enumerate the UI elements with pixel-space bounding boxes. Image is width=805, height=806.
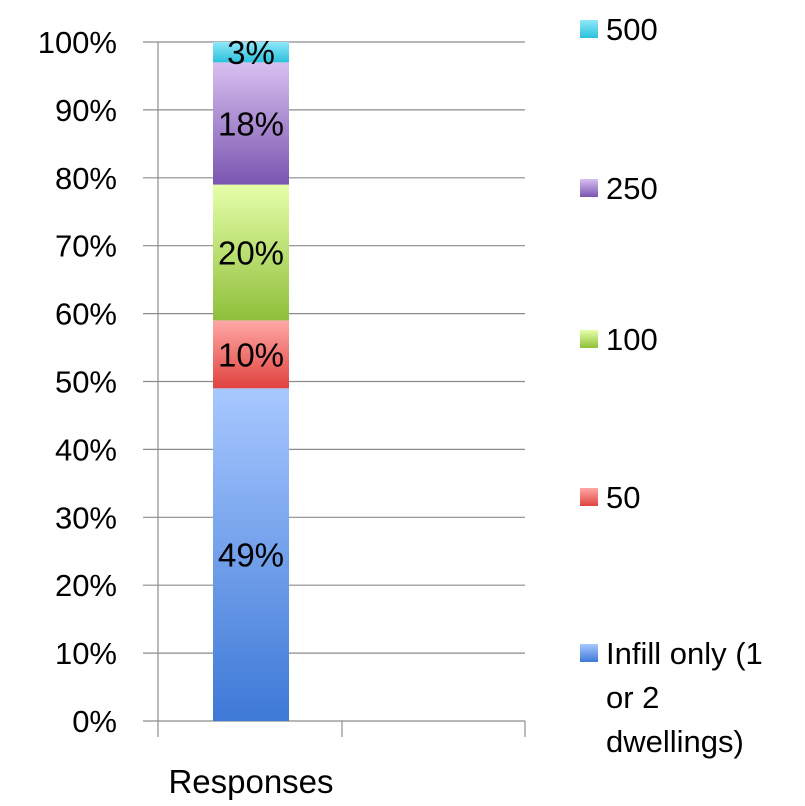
legend-item: 50: [580, 480, 640, 515]
bar-segment-250: [213, 62, 289, 185]
y-tick-label: 20%: [55, 568, 117, 603]
legend-label: 250: [606, 171, 658, 206]
bar-segment-50: [213, 320, 289, 389]
legend-swatch: [580, 179, 598, 197]
legend-label: or 2: [606, 680, 659, 715]
legend-item: Infill only (1 or 2 dwellings): [580, 636, 763, 759]
y-tick-label: 40%: [55, 432, 117, 467]
bar-segment-infill: [213, 388, 289, 721]
data-label: 18%: [218, 105, 284, 142]
y-tick-label: 10%: [55, 636, 117, 671]
y-axis-tick-labels: 0% 10% 20% 30% 40% 50% 60% 70% 80% 90% 100%: [38, 25, 117, 739]
data-labels: 49% 10% 20% 18% 3%: [218, 34, 284, 573]
bar-stack: [213, 42, 289, 721]
axes: [143, 42, 526, 737]
legend-swatch: [580, 330, 598, 348]
legend-label: 500: [606, 12, 658, 47]
y-tick-label: 30%: [55, 500, 117, 535]
bar-segment-500: [213, 42, 289, 63]
legend-item: 250: [580, 171, 658, 206]
y-tick-label: 100%: [38, 25, 117, 60]
legend: 500 250 100 50 Infill only (1 or 2 dwellings): [580, 12, 763, 759]
y-tick-label: 50%: [55, 365, 117, 400]
x-axis-category-labels: Responses: [168, 763, 333, 800]
y-tick-label: 60%: [55, 297, 117, 332]
x-category-label: Responses: [168, 763, 333, 800]
legend-label: 100: [606, 322, 658, 357]
y-tick-label: 0%: [72, 704, 117, 739]
legend-swatch: [580, 20, 598, 38]
legend-label: Infill only (1: [606, 636, 763, 671]
y-tick-label: 70%: [55, 229, 117, 264]
data-label: 49%: [218, 537, 284, 574]
legend-label: dwellings): [606, 724, 744, 759]
legend-item: 500: [580, 12, 658, 47]
data-label: 3%: [227, 34, 275, 71]
y-tick-label: 80%: [55, 161, 117, 196]
legend-item: 100: [580, 322, 658, 357]
bar-segment-100: [213, 184, 289, 321]
gridlines: [143, 41, 525, 654]
data-label: 20%: [218, 234, 284, 271]
data-label: 10%: [218, 336, 284, 373]
legend-swatch: [580, 644, 598, 662]
legend-label: 50: [606, 480, 640, 515]
y-tick-label: 90%: [55, 93, 117, 128]
legend-swatch: [580, 488, 598, 506]
